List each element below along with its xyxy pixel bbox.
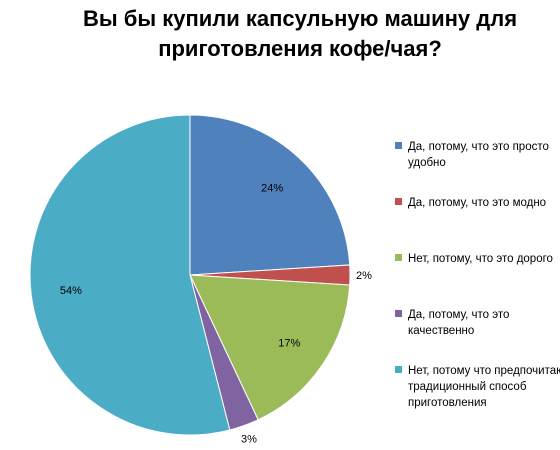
legend-label: Да, потому, что это модно	[408, 197, 547, 209]
legend-swatch	[395, 198, 402, 205]
pie-data-label: 24%	[261, 183, 283, 195]
pie-data-label: 17%	[278, 337, 300, 349]
legend-label: Нет, потому что предпочитаю традиционный…	[408, 365, 560, 409]
legend-swatch	[395, 310, 402, 317]
pie-data-labels: 24% 2% 17% 3% 54%	[60, 183, 372, 446]
legend-swatch	[395, 366, 402, 373]
pie-slice	[29, 114, 231, 436]
legend-swatch	[395, 254, 402, 261]
pie-slices	[29, 114, 351, 436]
chart-title-line-2: приготовления кофе/чая?	[158, 36, 442, 61]
legend-label: Да, потому, что это качественно	[408, 309, 510, 337]
legend-swatch	[395, 142, 402, 149]
pie-data-label: 54%	[60, 285, 82, 297]
pie-data-label: 2%	[356, 270, 372, 282]
chart-title-line-1: Вы бы купили капсульную машину для	[82, 6, 518, 31]
chart-title: Вы бы купили капсульную машину для приго…	[0, 4, 560, 64]
pie-slice	[189, 274, 351, 421]
legend-label: Да, потому, что это просто удобно	[408, 141, 549, 169]
legend: Да, потому, что это просто удобно Да, по…	[395, 0, 560, 450]
pie-data-label: 3%	[241, 434, 257, 446]
legend-label: Нет, потому, что это дорого	[408, 253, 553, 265]
pie-slice	[189, 114, 351, 276]
